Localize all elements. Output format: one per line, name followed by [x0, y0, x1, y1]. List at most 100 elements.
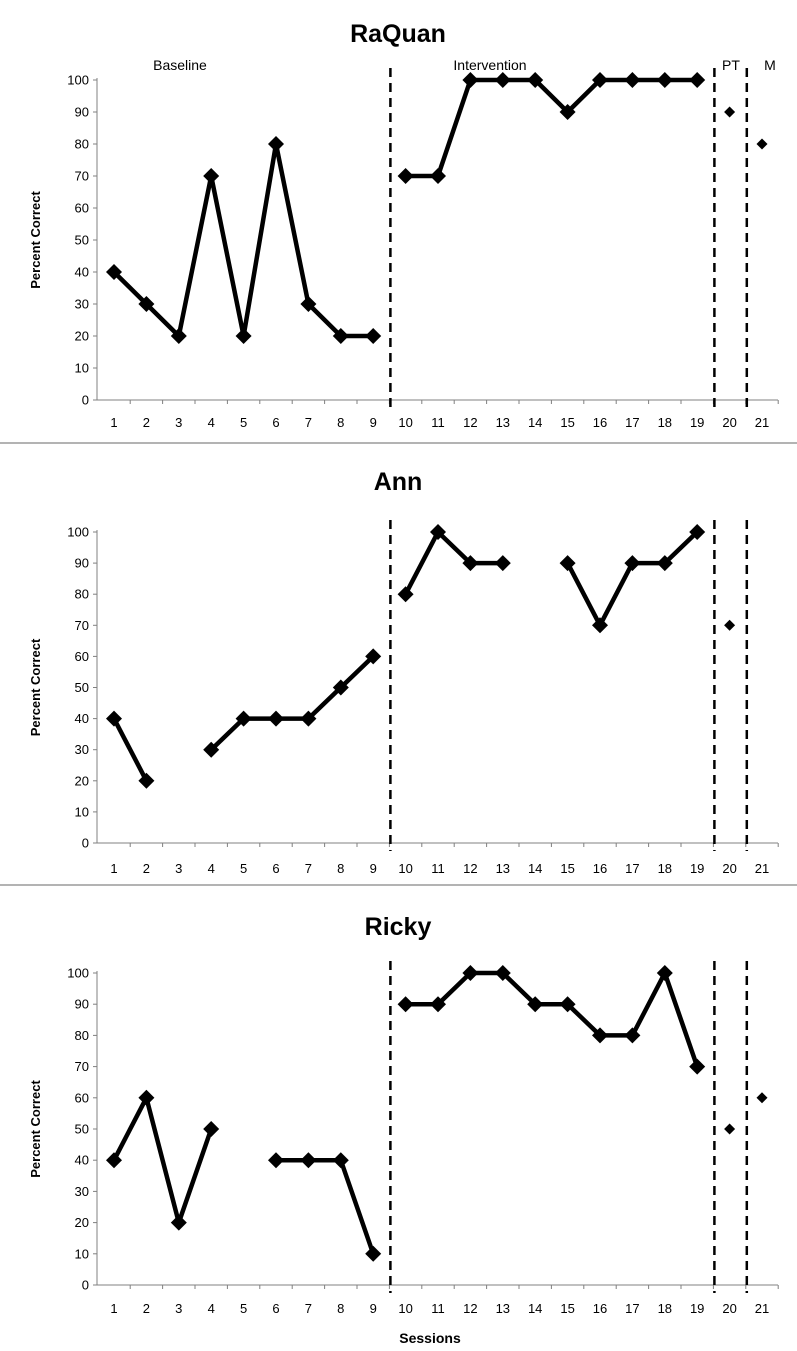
data-point: [689, 1058, 706, 1075]
data-point: [332, 328, 349, 344]
data-point: [656, 965, 673, 981]
series-line: [405, 77, 698, 179]
data-point: [462, 72, 479, 88]
x-tick-label: 21: [755, 415, 769, 430]
data-point: [689, 72, 706, 88]
x-tick-label: 14: [528, 415, 542, 430]
x-tick-label: 15: [560, 415, 574, 430]
x-tick-label: 15: [560, 861, 574, 876]
y-tick-label: 70: [75, 169, 89, 184]
phase-label: PT: [722, 57, 740, 73]
data-point: [430, 524, 446, 540]
x-tick-label: 3: [175, 861, 182, 876]
y-tick-label: 10: [75, 804, 89, 819]
y-axis-label: Percent Correct: [28, 1080, 43, 1178]
x-tick-label: 19: [690, 415, 704, 430]
data-point: [397, 996, 414, 1013]
y-axis-label: Percent Correct: [28, 638, 43, 736]
x-tick-label: 11: [431, 861, 445, 876]
series-line: [405, 970, 700, 1068]
data-point: [300, 710, 317, 727]
x-tick-label: 5: [240, 1301, 247, 1316]
phase-label: M: [764, 57, 776, 73]
x-tick-label: 18: [658, 861, 672, 876]
phase-label: Intervention: [453, 57, 526, 73]
y-tick-label: 100: [67, 966, 89, 981]
x-tick-label: 10: [398, 415, 412, 430]
data-point: [397, 586, 414, 603]
x-tick-label: 20: [722, 415, 736, 430]
x-tick-label: 14: [528, 1301, 542, 1316]
x-tick-label: 20: [722, 861, 736, 876]
data-point: [494, 965, 511, 981]
data-point: [559, 555, 576, 572]
data-point: [300, 1152, 317, 1169]
data-point: [462, 555, 479, 572]
data-point: [724, 619, 736, 631]
y-tick-label: 50: [75, 1122, 89, 1137]
x-tick-label: 18: [658, 415, 672, 430]
x-tick-label: 11: [431, 415, 445, 430]
data-point: [559, 996, 576, 1013]
x-tick-label: 19: [690, 1301, 704, 1316]
y-tick-label: 30: [75, 1184, 89, 1199]
series-line: [112, 141, 374, 339]
x-tick-label: 13: [496, 1301, 510, 1316]
y-tick-label: 90: [75, 556, 89, 571]
x-tick-label: 1: [110, 861, 117, 876]
chart-title: RaQuan: [350, 20, 446, 48]
series-line: [209, 654, 375, 752]
x-tick-label: 16: [593, 1301, 607, 1316]
x-tick-label: 21: [755, 1301, 769, 1316]
data-point: [724, 106, 736, 118]
series-line: [112, 1095, 214, 1225]
x-tick-label: 5: [240, 415, 247, 430]
data-point: [397, 168, 414, 184]
data-point: [106, 264, 122, 280]
x-tick-label: 4: [208, 1301, 215, 1316]
x-tick-label: 4: [208, 415, 215, 430]
y-tick-label: 0: [82, 393, 89, 408]
data-point: [365, 1245, 382, 1262]
data-point: [494, 72, 511, 88]
y-tick-label: 90: [75, 105, 89, 120]
x-tick-label: 15: [560, 1301, 574, 1316]
data-point: [559, 104, 576, 120]
data-point: [332, 679, 349, 696]
y-axis-label: Percent Correct: [28, 191, 43, 289]
y-tick-label: 60: [75, 1090, 89, 1105]
x-tick-label: 9: [370, 1301, 377, 1316]
y-tick-label: 100: [67, 73, 89, 88]
data-point: [268, 1152, 284, 1169]
data-point: [365, 648, 382, 665]
y-tick-label: 70: [75, 618, 89, 633]
chart-title: Ricky: [365, 913, 432, 941]
y-tick-label: 10: [75, 361, 89, 376]
data-point: [656, 555, 673, 572]
x-tick-label: 7: [305, 415, 312, 430]
data-point: [203, 168, 220, 184]
x-tick-label: 13: [496, 861, 510, 876]
chart-title: Ann: [374, 468, 423, 496]
data-point: [624, 72, 641, 88]
data-point: [724, 1123, 736, 1135]
series-line: [403, 529, 503, 596]
data-point: [624, 555, 641, 572]
x-tick-label: 17: [625, 415, 639, 430]
data-point: [235, 710, 252, 727]
y-tick-label: 0: [82, 1278, 89, 1293]
data-point: [138, 772, 155, 789]
x-tick-label: 20: [722, 1301, 736, 1316]
x-tick-label: 10: [398, 1301, 412, 1316]
data-point: [300, 296, 317, 312]
x-tick-label: 19: [690, 861, 704, 876]
data-point: [170, 328, 187, 344]
x-tick-label: 8: [337, 1301, 344, 1316]
y-tick-label: 0: [82, 836, 89, 851]
x-tick-label: 16: [593, 415, 607, 430]
x-tick-label: 7: [305, 1301, 312, 1316]
